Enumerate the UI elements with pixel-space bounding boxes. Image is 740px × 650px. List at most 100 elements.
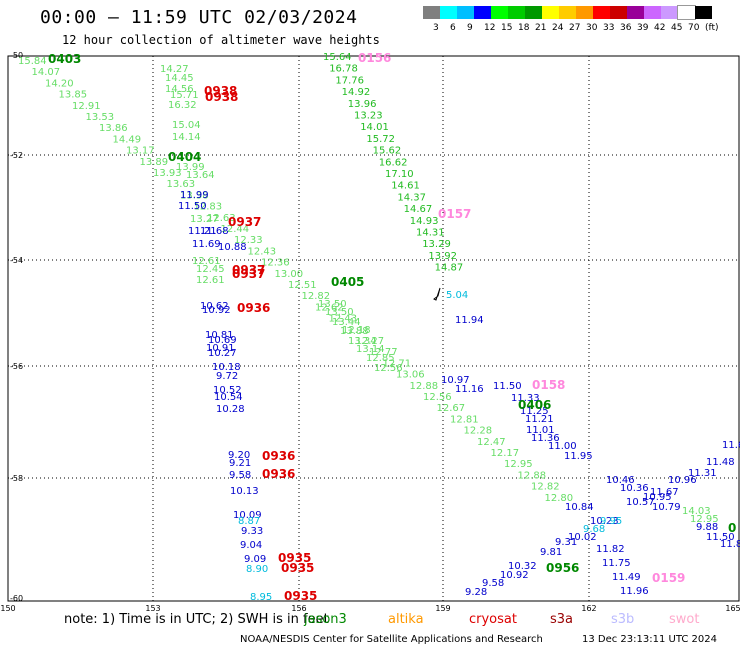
pass-id-label: 0936 <box>262 449 295 463</box>
swh-value-track-a: 12.43 <box>248 246 277 257</box>
legend-label: 15 <box>501 23 513 33</box>
swh-value-track-a: 12.51 <box>288 280 317 291</box>
pass-id-label: 0158 <box>532 378 565 392</box>
swh-value-track-a: 12.91 <box>72 101 101 112</box>
swh-value-track-a: 13.53 <box>86 112 115 123</box>
pass-id-label: 0936 <box>237 301 270 315</box>
pass-id-label: 0938 <box>204 84 237 98</box>
pass-id-label: 0936 <box>262 467 295 481</box>
swh-value-track-b: 13.29 <box>422 239 451 250</box>
swh-value-track-c-green: 13.14 <box>356 344 385 355</box>
legend-label: 3 <box>433 23 439 33</box>
swh-value-track-c-blue: 10.97 <box>441 375 470 386</box>
legend-swatch <box>559 6 576 19</box>
lat-label: -52 <box>10 151 23 160</box>
swh-value-track-a: 13.89 <box>140 157 169 168</box>
lon-label: 153 <box>145 604 160 613</box>
swh-value-track-c-green: 13.64 <box>186 170 215 181</box>
swh-value-track-c-blue: 10.92 <box>202 305 231 316</box>
swh-value-track-c-blue: 11.94 <box>455 315 484 326</box>
swh-value-track-c-blue: 10.92 <box>500 570 529 581</box>
swh-value-track-c-blue: 9.72 <box>216 371 238 382</box>
swh-value-track-c-blue: 10.54 <box>214 392 243 403</box>
swh-value-track-b: 14.31 <box>416 228 445 239</box>
swh-value-track-c-green: 12.85 <box>366 353 395 364</box>
footer-note: note: 1) Time is in UTC; 2) SWH is in fe… <box>64 612 329 627</box>
swh-value-track-a: 12.88 <box>518 470 547 481</box>
swh-value-track-c-blue: 11.33 <box>511 393 540 404</box>
swh-value-track-c-blue: 9.04 <box>240 540 262 551</box>
pass-id-label: 0937 <box>228 215 261 229</box>
legend-label: 12 <box>484 23 496 33</box>
swh-value-track-a: 12.63 <box>207 213 236 224</box>
swh-value-track-a: 12.27 <box>356 336 385 347</box>
legend-label: 21 <box>535 23 547 33</box>
swh-value-track-a: 13.86 <box>99 123 128 134</box>
swh-value-track-c-blue: 9.81 <box>540 547 562 558</box>
swh-value-track-b: 14.01 <box>360 122 389 133</box>
swh-value-track-b: 14.87 <box>435 263 464 274</box>
legend-swatch <box>695 6 712 19</box>
swh-value-track-a: 12.95 <box>504 459 533 470</box>
swh-value-track-c-blue: 9.58 <box>482 578 504 589</box>
legend-label: 24 <box>552 23 564 33</box>
swh-value-track-c-blue: 10.88 <box>218 242 247 253</box>
pass-id-label: 0935 <box>284 589 317 603</box>
swh-value-track-c-blue: 11.21 <box>188 226 217 237</box>
lat-label: -50 <box>10 51 23 60</box>
swh-value-track-c-blue: 10.79 <box>652 502 681 513</box>
swh-value-track-c-cyan: 5.04 <box>446 290 468 301</box>
swh-value-track-c-green: 15.04 <box>172 120 201 131</box>
swh-value-track-c-blue: 11.67 <box>650 487 679 498</box>
swh-value-track-c-blue: 11.82 <box>596 544 625 555</box>
legend-label: 18 <box>518 23 530 33</box>
legend-label: 9 <box>467 23 473 33</box>
legend-label: 42 <box>654 23 666 33</box>
pass-id-label: 0935 <box>281 561 314 575</box>
swh-value-track-a: 13.93 <box>153 168 182 179</box>
legend-swatch <box>627 6 644 19</box>
swh-value-track-c-blue: 9.20 <box>228 450 250 461</box>
swh-value-track-c-green: 16.32 <box>168 100 197 111</box>
swh-value-track-c-blue: 9.21 <box>229 458 251 469</box>
swh-value-track-c-green: 13.27 <box>190 214 219 225</box>
legend-label: 39 <box>637 23 649 33</box>
sat-label-s3a: s3a <box>550 612 574 627</box>
swh-value-track-c-blue: 11.36 <box>531 433 560 444</box>
swh-value-track-a: 12.17 <box>491 448 520 459</box>
swh-value-track-b: 14.37 <box>397 192 426 203</box>
swh-value-track-b: 15.62 <box>373 146 402 157</box>
swh-value-track-c-cyan: 9.95 <box>600 516 622 527</box>
pass-id-label: 0159 <box>652 571 685 585</box>
legend-swatch <box>491 6 508 19</box>
swh-value-track-c-blue: 10.27 <box>208 348 237 359</box>
pass-id-label: 0 <box>728 521 736 535</box>
swh-value-track-a: 12.77 <box>369 347 398 358</box>
swh-value-track-a: 12.62 <box>315 302 344 313</box>
swh-value-track-c-green: 14.14 <box>172 132 201 143</box>
map-frame <box>7 55 740 602</box>
swh-value-track-c-green: 12.56 <box>374 363 403 374</box>
legend-swatch <box>474 6 491 19</box>
swh-value-track-c-blue: 11.21 <box>525 414 554 425</box>
swh-value-track-b: 13.92 <box>428 251 457 262</box>
swh-value-track-c-cyan: 8.90 <box>246 564 268 575</box>
swh-value-track-a: 12.44 <box>221 224 250 235</box>
swh-value-track-c-blue: 11.31 <box>688 468 717 479</box>
swh-value-track-a: 13.85 <box>59 90 88 101</box>
swh-value-track-c-green: 14.56 <box>165 84 194 95</box>
sat-label-altika: altika <box>388 612 424 627</box>
swh-value-track-c-blue: 10.18 <box>212 362 241 373</box>
swh-value-track-c-blue: 11.49 <box>612 572 641 583</box>
legend-swatch <box>644 6 661 19</box>
swh-value-track-c-blue: 11.00 <box>548 441 577 452</box>
legend-label: 33 <box>603 23 615 33</box>
swh-value-track-a: 12.18 <box>342 325 371 336</box>
legend-swatch <box>440 6 457 19</box>
pass-id-label: 0937 <box>232 263 265 277</box>
legend-swatch <box>423 6 440 19</box>
lon-label: 150 <box>0 604 15 613</box>
swh-value-track-b: 13.96 <box>348 99 377 110</box>
legend-swatch <box>593 6 610 19</box>
swh-value-track-a: 14.20 <box>45 78 74 89</box>
